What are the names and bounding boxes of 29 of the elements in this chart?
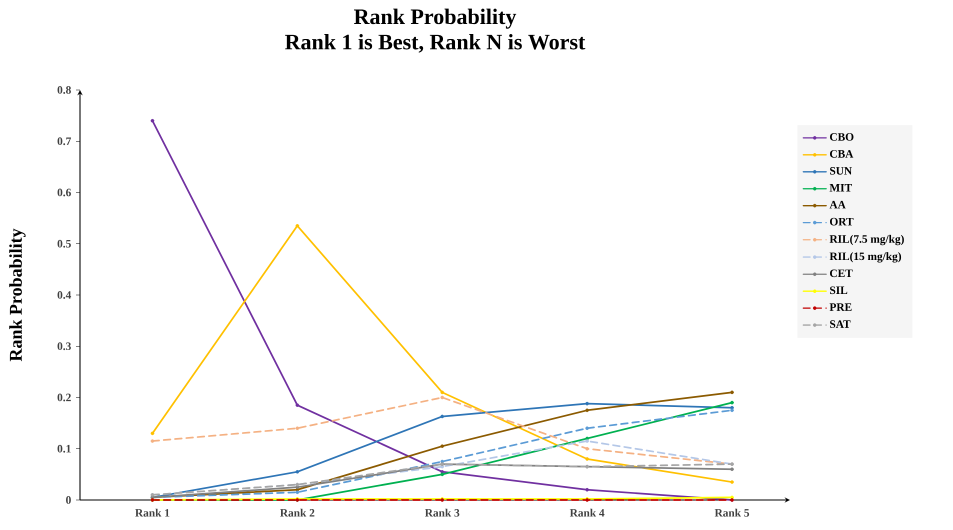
legend-label: RIL(7.5 mg/kg) [830, 234, 904, 246]
y-tick-label: 0.7 [58, 137, 72, 146]
legend-label: SAT [830, 320, 850, 328]
x-tick-label: Rank 3 [424, 508, 460, 517]
chart-subtitle: Rank 1 is Best, Rank N is Worst [285, 34, 586, 53]
y-tick-label: 0.4 [58, 291, 72, 299]
chart-title: Rank Probability [354, 8, 516, 29]
legend-label: SIL [830, 286, 848, 294]
x-tick-label: Rank 5 [714, 508, 750, 517]
x-tick-label: Rank 1 [135, 508, 170, 517]
y-tick-label: 0 [66, 496, 71, 504]
legend-label: SUN [830, 167, 852, 175]
y-tick-label: 0.8 [58, 86, 71, 94]
legend-label: RIL(15 mg/kg) [830, 252, 902, 263]
legend-label: CBO [830, 133, 854, 141]
y-tick-label: 0.3 [58, 342, 71, 350]
legend-label: AA [830, 200, 846, 208]
legend-label: CET [830, 269, 853, 278]
y-tick-label: 0.2 [58, 394, 71, 402]
y-tick-label: 0.5 [58, 240, 71, 248]
legend-label: MIT [830, 184, 852, 192]
legend-label: PRE [830, 303, 852, 311]
x-tick-label: Rank 4 [570, 508, 604, 517]
y-tick-label: 0.1 [58, 444, 71, 453]
legend-label: CBA [830, 150, 854, 158]
y-tick-label: 0.6 [58, 188, 71, 196]
legend-label: ORT [830, 218, 854, 226]
x-tick-label: Rank 2 [280, 508, 314, 517]
y-axis-title: Rank Probability [9, 228, 26, 362]
